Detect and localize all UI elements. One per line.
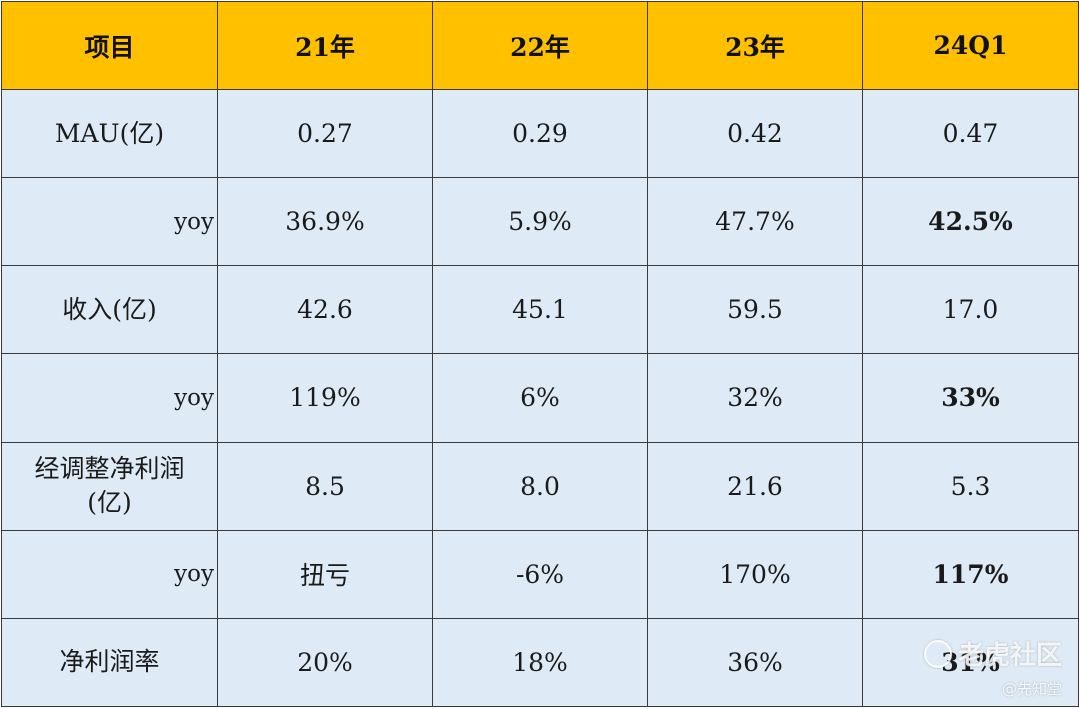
cell-value: 31% xyxy=(862,617,1079,708)
row-label-line1: 经调整净利润 xyxy=(34,454,185,484)
row-label-revenue: 收入(亿) xyxy=(1,265,218,355)
header-item: 项目 xyxy=(1,1,218,90)
row-label-adjusted-net-profit: 经调整净利润 (亿) xyxy=(1,441,218,531)
cell-value: 18% xyxy=(432,617,648,708)
cell-value: 8.0 xyxy=(432,441,648,531)
cell-value: 17.0 xyxy=(862,265,1079,355)
cell-value: 59.5 xyxy=(647,265,863,355)
cell-value: 0.42 xyxy=(647,88,863,179)
row-mau: MAU(亿) 0.27 0.29 0.42 0.47 xyxy=(1,88,1079,179)
cell-value: 32% xyxy=(647,353,863,443)
row-revenue-yoy: yoy 119% 6% 32% 33% xyxy=(1,353,1079,443)
cell-value: 5.3 xyxy=(862,441,1079,531)
row-label-yoy: yoy xyxy=(1,353,218,443)
cell-value: -6% xyxy=(432,529,648,619)
row-label-yoy: yoy xyxy=(1,177,218,267)
cell-value: 117% xyxy=(862,529,1079,619)
cell-value: 42.6 xyxy=(217,265,433,355)
row-adjusted-net-profit: 经调整净利润 (亿) 8.5 8.0 21.6 5.3 xyxy=(1,441,1079,531)
header-24q1: 24Q1 xyxy=(862,1,1079,90)
cell-value: 36.9% xyxy=(217,177,433,267)
row-label-line2: (亿) xyxy=(87,488,132,518)
cell-value: 33% xyxy=(862,353,1079,443)
cell-value: 170% xyxy=(647,529,863,619)
cell-value: 36% xyxy=(647,617,863,708)
header-year-23: 23年 xyxy=(647,1,863,90)
cell-value: 5.9% xyxy=(432,177,648,267)
row-mau-yoy: yoy 36.9% 5.9% 47.7% 42.5% xyxy=(1,177,1079,267)
cell-value: 0.27 xyxy=(217,88,433,179)
header-year-21: 21年 xyxy=(217,1,433,90)
cell-value: 45.1 xyxy=(432,265,648,355)
cell-value: 119% xyxy=(217,353,433,443)
cell-value: 8.5 xyxy=(217,441,433,531)
header-row: 项目 21年 22年 23年 24Q1 xyxy=(1,1,1079,90)
cell-value: 42.5% xyxy=(862,177,1079,267)
cell-value: 47.7% xyxy=(647,177,863,267)
row-label-mau: MAU(亿) xyxy=(1,88,218,179)
header-year-22: 22年 xyxy=(432,1,648,90)
row-net-margin: 净利润率 20% 18% 36% 31% xyxy=(1,617,1079,708)
row-label-net-margin: 净利润率 xyxy=(1,617,218,708)
cell-value: 扭亏 xyxy=(217,529,433,619)
row-label-yoy: yoy xyxy=(1,529,218,619)
cell-value: 0.29 xyxy=(432,88,648,179)
cell-value: 21.6 xyxy=(647,441,863,531)
row-profit-yoy: yoy 扭亏 -6% 170% 117% xyxy=(1,529,1079,619)
row-revenue: 收入(亿) 42.6 45.1 59.5 17.0 xyxy=(1,265,1079,355)
cell-value: 0.47 xyxy=(862,88,1079,179)
cell-value: 20% xyxy=(217,617,433,708)
cell-value: 6% xyxy=(432,353,648,443)
